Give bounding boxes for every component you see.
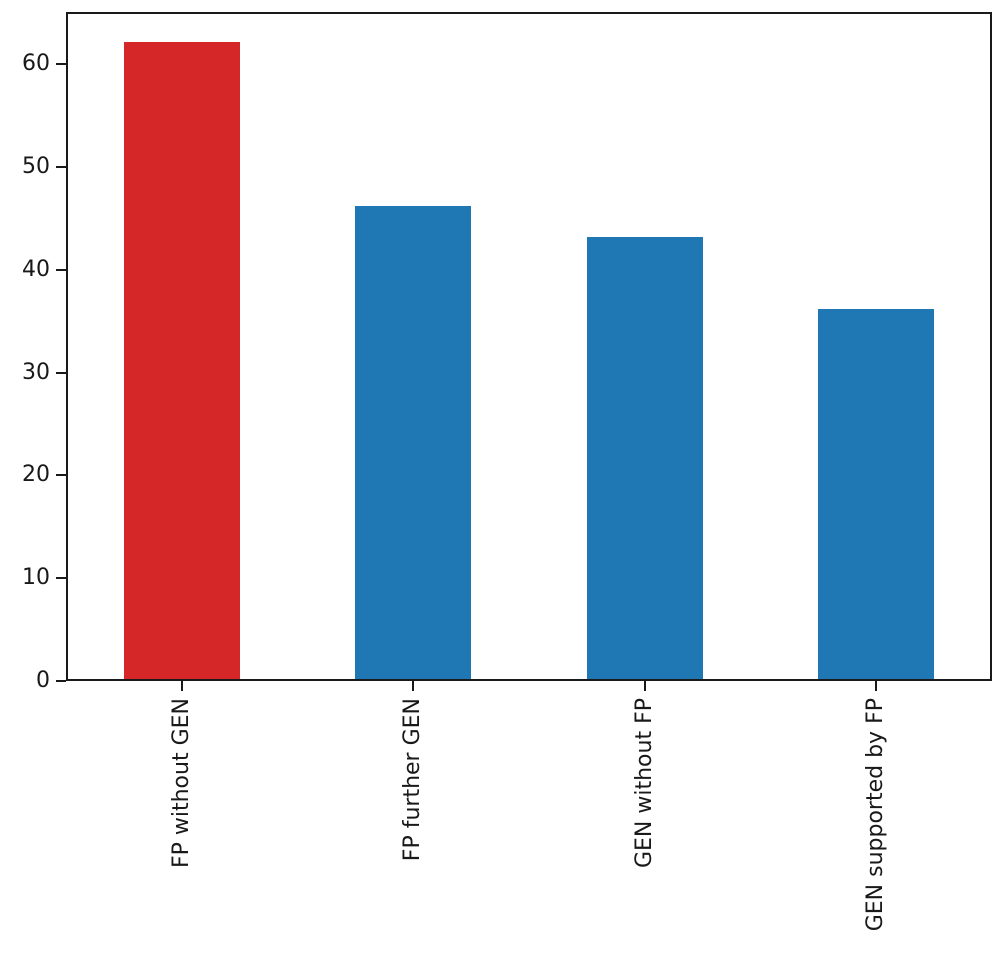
y-tick-mark [56,680,66,682]
x-tick-label: FP without GEN [168,698,194,869]
y-tick-label: 40 [22,256,50,282]
x-tick-mark [180,681,183,691]
y-tick-label: 0 [36,668,50,693]
y-tick-label: 30 [22,359,50,385]
y-tick-mark [56,474,66,477]
x-tick-mark [875,681,878,691]
x-tick-mark [412,681,415,691]
y-tick-mark [56,371,66,374]
bar-3 [586,237,703,679]
y-tick-label: 10 [22,565,50,591]
x-tick-mark [643,681,646,691]
bar-1 [123,41,240,679]
y-tick-label: 60 [22,51,50,77]
y-tick-label: 50 [22,154,50,180]
plot-area [66,12,992,681]
y-tick-mark [56,268,66,271]
y-tick-mark [56,166,66,169]
bar-4 [818,309,935,679]
y-tick-label: 20 [22,462,50,488]
bar-2 [355,206,472,679]
y-tick-mark [56,63,66,66]
y-tick-mark [56,577,66,580]
x-tick-label: GEN supported by FP [863,698,889,932]
x-tick-label: GEN without FP [631,698,657,869]
x-tick-label: FP further GEN [400,698,426,862]
